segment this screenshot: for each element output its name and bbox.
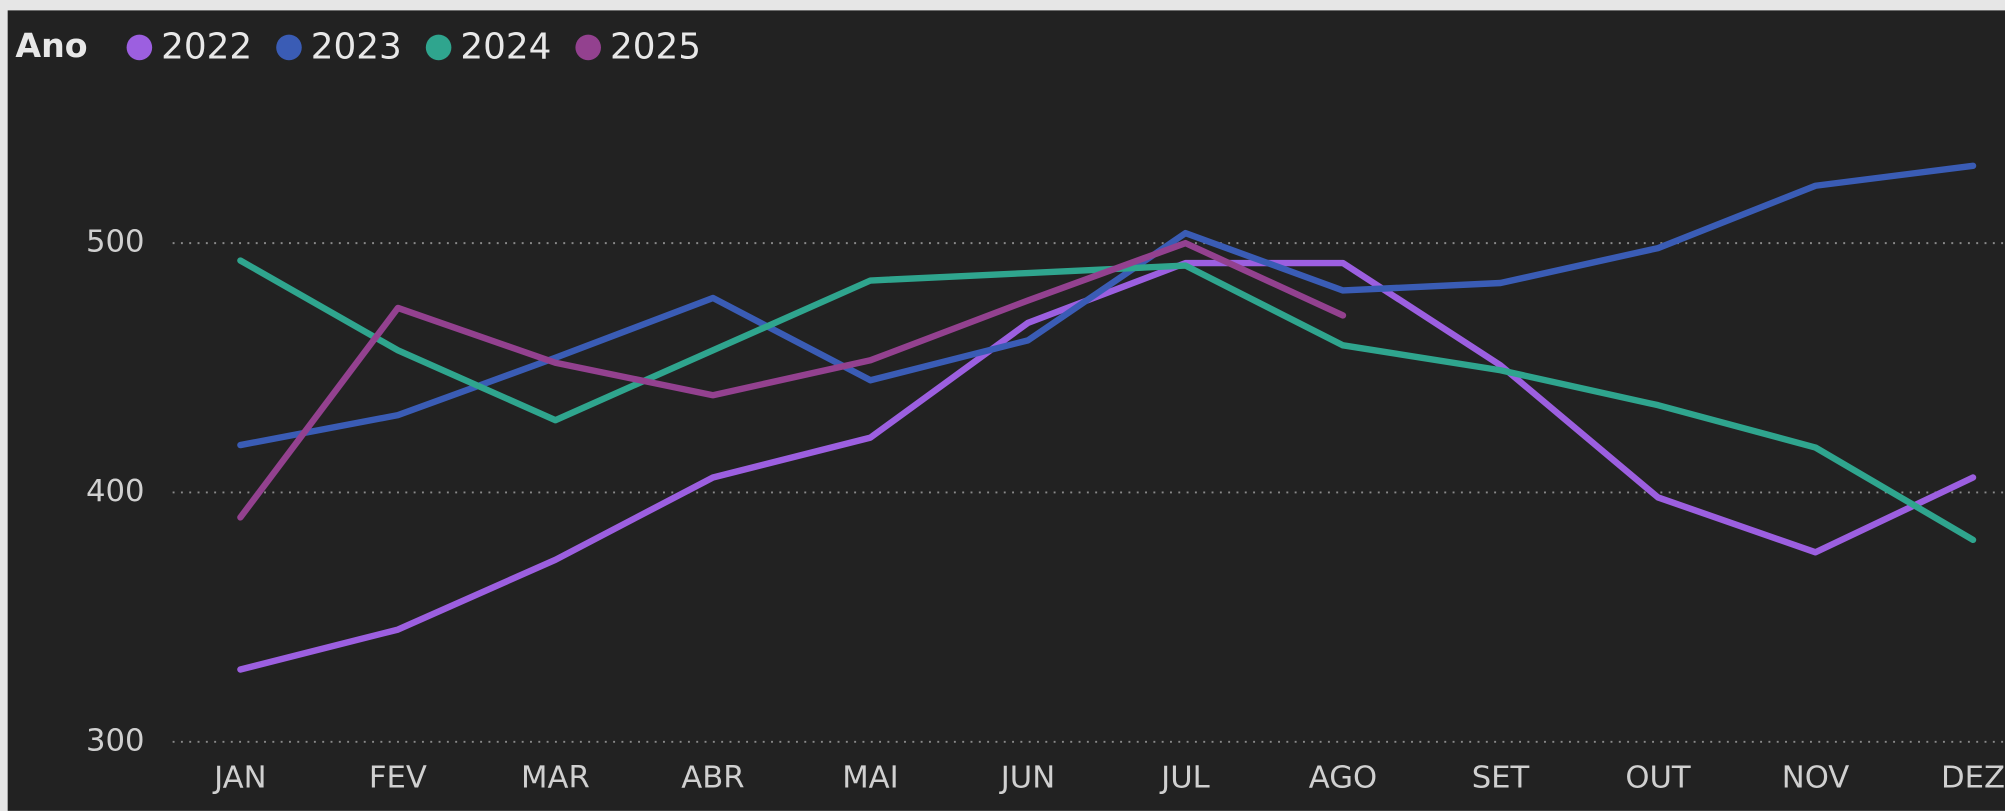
legend-label: 2025 [610,27,701,68]
series-line [237,162,1977,449]
legend-label: 2022 [161,27,252,68]
series-line [237,259,1977,673]
x-tick-label: JAN [212,760,266,795]
x-tick-label: FEV [369,760,427,795]
y-tick-label: 300 [86,723,145,758]
legend-swatch [276,34,302,61]
legend-title: Ano [15,26,87,65]
series-line [237,239,1347,521]
x-tick-label: NOV [1782,760,1850,795]
y-tick-label: 500 [86,225,145,260]
x-tick-label: SET [1472,760,1530,795]
x-tick-label: JUN [999,760,1055,795]
legend-swatch [425,34,452,61]
x-tick-label: JUL [1159,760,1210,795]
y-tick-label: 400 [86,474,145,509]
legend-label: 2024 [460,27,551,68]
legend-swatch [126,34,153,61]
chart-background [7,10,2005,811]
legend-swatch [575,34,601,61]
x-tick-label: ABR [681,760,744,795]
legend-label: 2023 [311,27,402,68]
x-tick-label: MAI [842,760,899,795]
x-tick-label: OUT [1625,760,1691,795]
x-tick-label: DEZ [1941,760,2005,795]
x-tick-label: AGO [1309,760,1377,795]
x-tick-label: MAR [521,760,590,795]
